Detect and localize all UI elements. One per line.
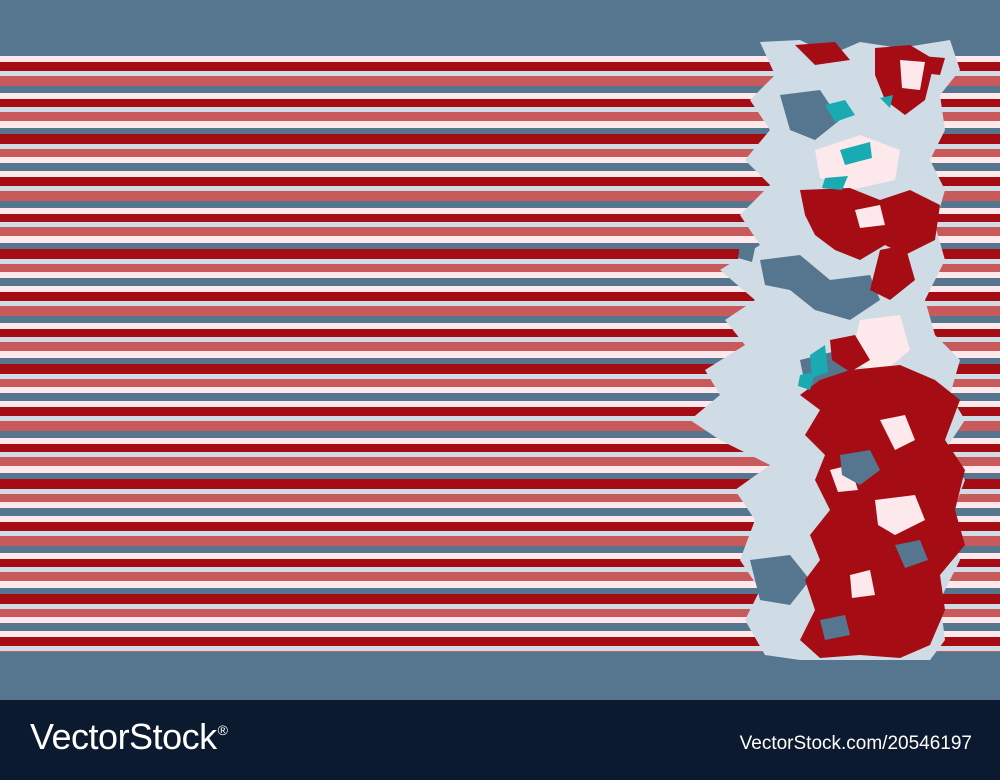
stripe bbox=[0, 286, 1000, 292]
stripe bbox=[0, 121, 1000, 128]
stripe bbox=[0, 171, 1000, 177]
stripe bbox=[0, 479, 1000, 489]
stripe bbox=[0, 107, 1000, 112]
stripe bbox=[0, 56, 1000, 62]
stripe bbox=[0, 337, 1000, 342]
stripe bbox=[0, 201, 1000, 208]
horizontal-stripes bbox=[0, 48, 1000, 652]
image-identifier: VectorStock.com/20546197 bbox=[739, 733, 972, 754]
stripe bbox=[0, 416, 1000, 421]
stripe bbox=[0, 292, 1000, 301]
stripe bbox=[0, 617, 1000, 623]
stripe bbox=[0, 567, 1000, 572]
stripe bbox=[0, 637, 1000, 646]
stripe bbox=[0, 99, 1000, 107]
stripe bbox=[0, 559, 1000, 567]
stripe bbox=[0, 466, 1000, 473]
stripe bbox=[0, 594, 1000, 604]
stripe bbox=[0, 444, 1000, 452]
stripe bbox=[0, 374, 1000, 379]
stripe bbox=[0, 329, 1000, 337]
stripe bbox=[0, 407, 1000, 416]
stripe bbox=[0, 421, 1000, 431]
stripe bbox=[0, 306, 1000, 316]
stripe bbox=[0, 243, 1000, 249]
stripe bbox=[0, 536, 1000, 546]
stripe bbox=[0, 249, 1000, 259]
stripe bbox=[0, 438, 1000, 444]
stripe bbox=[0, 631, 1000, 637]
stripe bbox=[0, 86, 1000, 93]
stripe bbox=[0, 651, 1000, 652]
stripe bbox=[0, 134, 1000, 144]
trademark-mark: ® bbox=[217, 722, 228, 738]
stripe bbox=[0, 502, 1000, 508]
stripe bbox=[0, 646, 1000, 651]
stripe bbox=[0, 342, 1000, 351]
stripe bbox=[0, 473, 1000, 479]
stripe bbox=[0, 264, 1000, 272]
brand-name: VectorStock bbox=[30, 716, 217, 757]
stripe bbox=[0, 379, 1000, 387]
stripe bbox=[0, 604, 1000, 609]
splatter-texture bbox=[690, 40, 965, 660]
stripe bbox=[0, 588, 1000, 594]
stripe bbox=[0, 546, 1000, 553]
splatter-teal bbox=[798, 95, 893, 390]
stripe bbox=[0, 149, 1000, 157]
stripe bbox=[0, 553, 1000, 559]
stripe bbox=[0, 186, 1000, 191]
stripe bbox=[0, 572, 1000, 581]
stripe bbox=[0, 581, 1000, 588]
stripe bbox=[0, 214, 1000, 222]
stripe bbox=[0, 522, 1000, 531]
stripe bbox=[0, 609, 1000, 617]
splatter-steel-holes bbox=[820, 450, 928, 640]
stripe bbox=[0, 358, 1000, 364]
stripe bbox=[0, 222, 1000, 227]
abstract-stripes-artwork bbox=[0, 40, 1000, 660]
stripe bbox=[0, 452, 1000, 457]
stripe bbox=[0, 301, 1000, 306]
footer-bar: VectorStock® VectorStock.com/20546197 bbox=[0, 700, 1000, 780]
stripe bbox=[0, 387, 1000, 393]
stripe bbox=[0, 272, 1000, 278]
stripe bbox=[0, 364, 1000, 374]
stripe bbox=[0, 144, 1000, 149]
stripe bbox=[0, 431, 1000, 438]
stripe bbox=[0, 516, 1000, 522]
stripe bbox=[0, 508, 1000, 516]
stripe bbox=[0, 393, 1000, 401]
stripe bbox=[0, 236, 1000, 243]
stripe bbox=[0, 208, 1000, 214]
stripe bbox=[0, 177, 1000, 186]
stripe bbox=[0, 351, 1000, 358]
stripe bbox=[0, 489, 1000, 494]
stripe bbox=[0, 157, 1000, 163]
stripe bbox=[0, 112, 1000, 121]
stripe bbox=[0, 278, 1000, 286]
stripe bbox=[0, 623, 1000, 631]
stripe bbox=[0, 93, 1000, 99]
stripe bbox=[0, 163, 1000, 171]
stripe bbox=[0, 531, 1000, 536]
stripe bbox=[0, 494, 1000, 502]
stripe bbox=[0, 457, 1000, 466]
stripe bbox=[0, 128, 1000, 134]
stripe bbox=[0, 323, 1000, 329]
stripe bbox=[0, 401, 1000, 407]
stripe bbox=[0, 191, 1000, 201]
stripe bbox=[0, 76, 1000, 86]
stripe bbox=[0, 316, 1000, 323]
stripe bbox=[0, 227, 1000, 236]
stripe bbox=[0, 48, 1000, 56]
stripe bbox=[0, 71, 1000, 76]
stripe bbox=[0, 259, 1000, 264]
splatter-crimson bbox=[795, 42, 965, 658]
stripe bbox=[0, 62, 1000, 71]
brand-logo: VectorStock® bbox=[30, 716, 228, 758]
